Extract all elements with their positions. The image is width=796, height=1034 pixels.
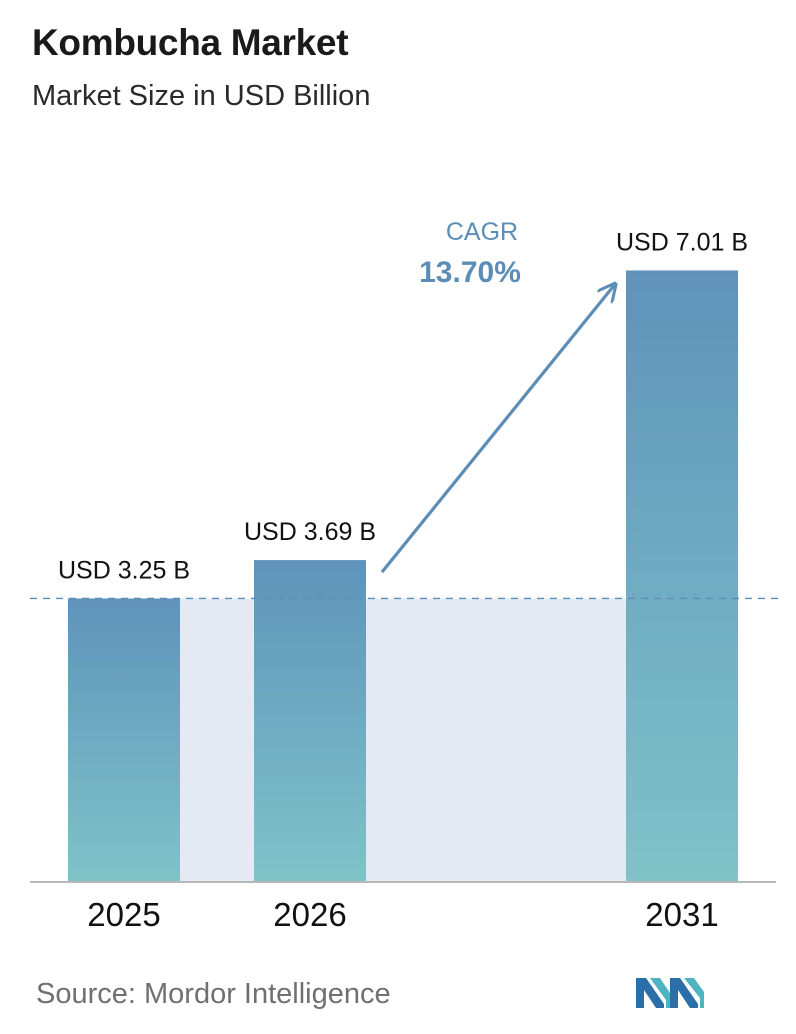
chart-subtitle: Market Size in USD Billion <box>32 80 371 112</box>
source-note: Source: Mordor Intelligence <box>36 978 391 1010</box>
cagr-arrow <box>380 285 614 574</box>
value-label-2025: USD 3.25 B <box>58 556 190 584</box>
category-label-2026: 2026 <box>273 896 346 933</box>
cagr-label: CAGR <box>446 218 518 246</box>
category-label-2031: 2031 <box>645 896 718 933</box>
bar-2026 <box>254 560 366 882</box>
value-label-2031: USD 7.01 B <box>616 228 748 256</box>
bar-2031 <box>626 270 738 882</box>
category-label-2025: 2025 <box>87 896 160 933</box>
bar-2025 <box>68 598 180 882</box>
mordor-intelligence-logo-icon <box>636 978 704 1008</box>
chart-title: Kombucha Market <box>32 22 349 63</box>
value-label-2026: USD 3.69 B <box>244 518 376 546</box>
cagr-value: 13.70% <box>419 256 521 289</box>
